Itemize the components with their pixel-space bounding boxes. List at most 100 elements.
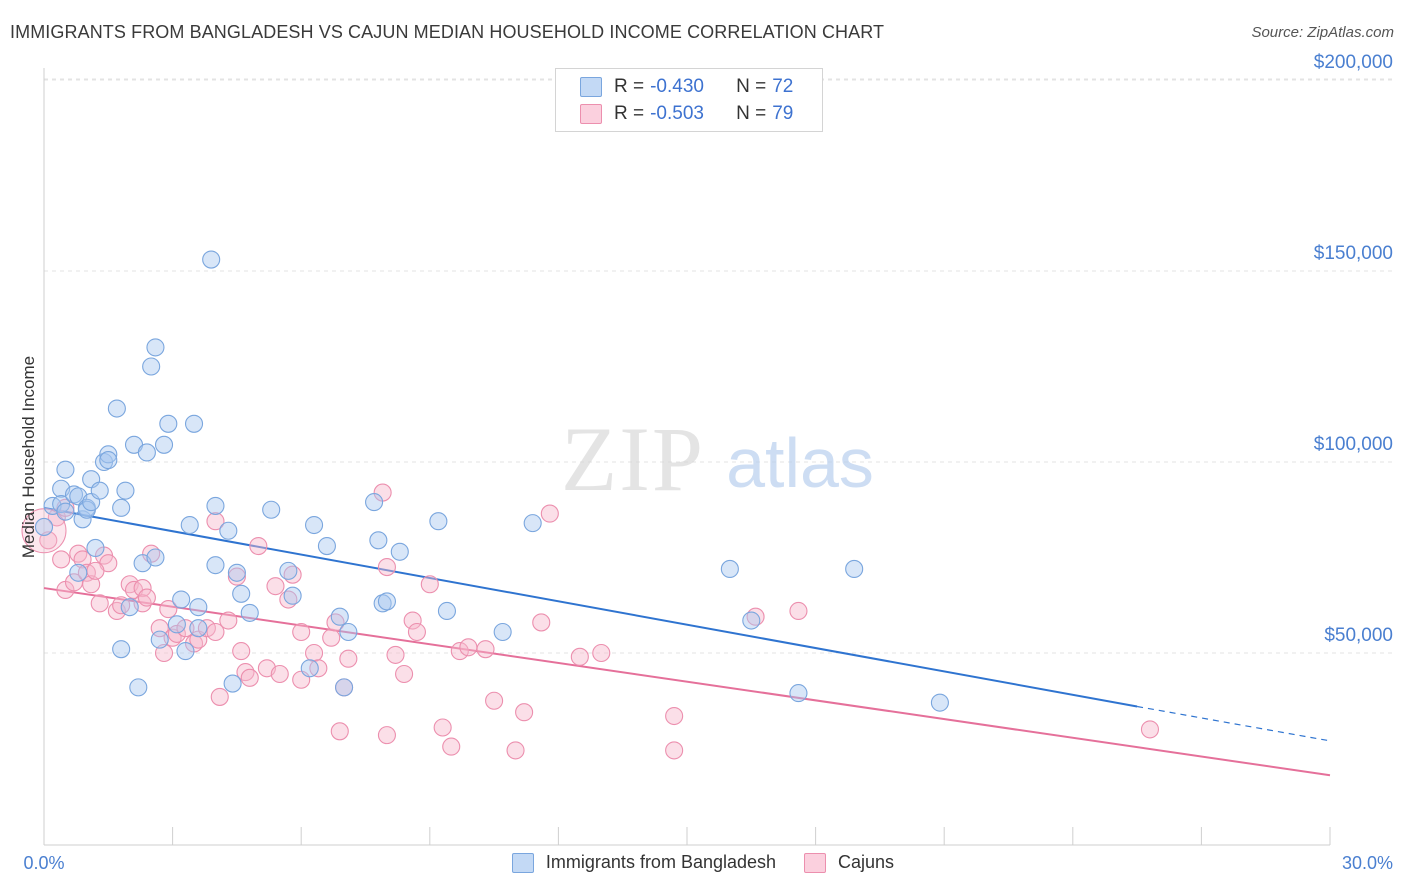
cajuns-point [420, 575, 439, 594]
bangladesh-point [365, 493, 384, 512]
bangladesh-point [227, 563, 246, 582]
trend-lines [43, 506, 1331, 777]
series-legend: Immigrants from Bangladesh Cajuns [0, 852, 1406, 873]
n-label: N = [736, 103, 767, 124]
bangladesh-points [34, 250, 949, 712]
cajuns-point [39, 531, 58, 550]
cajuns-point [407, 622, 426, 642]
bangladesh-point [789, 684, 808, 703]
bangladesh-point [305, 515, 324, 535]
bangladesh-point [172, 590, 191, 609]
bangladesh-point [86, 538, 105, 558]
legend-row-bangladesh: R = -0.430 N = 72 [580, 75, 793, 99]
bangladesh-point [335, 678, 354, 697]
cajuns-point [570, 647, 589, 666]
bangladesh-point [129, 678, 148, 697]
bangladesh-point [429, 512, 448, 531]
bangladesh-point [112, 640, 131, 659]
cajuns-point [515, 703, 534, 722]
y-tick-label: $50,000 [1324, 625, 1393, 646]
cajuns-point [789, 601, 808, 621]
cajuns-point [450, 642, 469, 661]
cajuns-point [459, 638, 478, 657]
tick-labels: $50,000 $100,000 $150,000 $200,000 0.0% 30.0% [23, 52, 1393, 873]
cajuns-point [665, 706, 684, 726]
bangladesh-point [120, 598, 139, 617]
bangladesh-point [202, 250, 221, 269]
cajuns-point [137, 588, 156, 607]
cajuns-point [476, 640, 495, 659]
cajuns-point [270, 664, 289, 684]
cajuns-point [227, 567, 246, 586]
bangladesh-point [189, 619, 208, 638]
bangladesh-point [845, 559, 864, 579]
bangladesh-trend-line [43, 506, 1138, 708]
axes [43, 68, 1331, 846]
bangladesh-point [720, 559, 739, 579]
y-axis-label: Median Household Income [19, 356, 38, 558]
cajuns-point [305, 643, 324, 663]
bangladesh-point [223, 674, 242, 693]
bangladesh-point [377, 592, 396, 611]
cajuns-point [395, 664, 414, 684]
bangladesh-point [206, 496, 225, 515]
cajuns-point [433, 718, 452, 737]
bangladesh-point [34, 517, 54, 536]
bangladesh-point [154, 435, 174, 454]
bangladesh-point [369, 531, 388, 550]
bangladesh-point [99, 451, 118, 470]
cajuns-point [386, 645, 405, 664]
cajuns-point [133, 579, 152, 598]
cajuns-point [206, 512, 225, 531]
n-label: N = [736, 76, 767, 97]
blue-swatch [511, 852, 534, 873]
bangladesh-point [56, 502, 75, 521]
cajuns-point [532, 613, 551, 632]
bangladesh-point [116, 481, 135, 500]
bangladesh-point [176, 642, 195, 661]
cajuns-point [176, 619, 195, 638]
cajuns-point [86, 561, 105, 580]
cajuns-point [592, 643, 611, 663]
cajuns-point [210, 687, 229, 706]
bangladesh-point [240, 603, 259, 622]
legend-item-bangladesh[interactable]: Immigrants from Bangladesh [511, 852, 776, 873]
cajuns-point [339, 649, 358, 668]
bangladesh-point [523, 514, 542, 533]
chart-title: IMMIGRANTS FROM BANGLADESH VS CAJUN MEDI… [10, 22, 885, 42]
bangladesh-point [232, 584, 251, 603]
n-value: 72 [772, 76, 794, 97]
cajuns-point [154, 643, 174, 663]
gridlines [44, 78, 1394, 654]
bangladesh-point [189, 598, 208, 617]
bangladesh-point [90, 481, 109, 500]
bangladesh-point [219, 521, 238, 540]
bangladesh-point [180, 515, 199, 535]
bangladesh-point [184, 414, 204, 433]
bangladesh-point [142, 357, 161, 376]
bangladesh-point [390, 542, 409, 561]
bangladesh-point [99, 445, 118, 464]
bangladesh-trend-extension [1136, 705, 1331, 742]
cajuns-point [665, 741, 684, 760]
watermark-atlas: atlas [726, 424, 874, 502]
blue-swatch [580, 77, 602, 97]
cajuns-points [21, 483, 1160, 760]
x-tick-label: 0.0% [23, 853, 64, 873]
bangladesh-point [317, 536, 336, 556]
cajuns-trend-line [43, 587, 1331, 777]
cajuns-point [442, 737, 461, 756]
cajuns-point [240, 668, 259, 687]
cajuns-point [330, 722, 349, 741]
cajuns-point [377, 726, 396, 745]
cajuns-point [506, 741, 525, 760]
cajuns-point [1140, 720, 1160, 739]
cajuns-point [82, 575, 101, 594]
legend-row-cajuns: R = -0.503 N = 79 [580, 102, 793, 126]
bangladesh-point [167, 615, 186, 634]
legend-label: Cajuns [838, 852, 895, 872]
legend-item-cajuns[interactable]: Cajuns [804, 852, 894, 873]
cajuns-point [322, 628, 341, 647]
r-value: -0.430 [650, 76, 704, 97]
